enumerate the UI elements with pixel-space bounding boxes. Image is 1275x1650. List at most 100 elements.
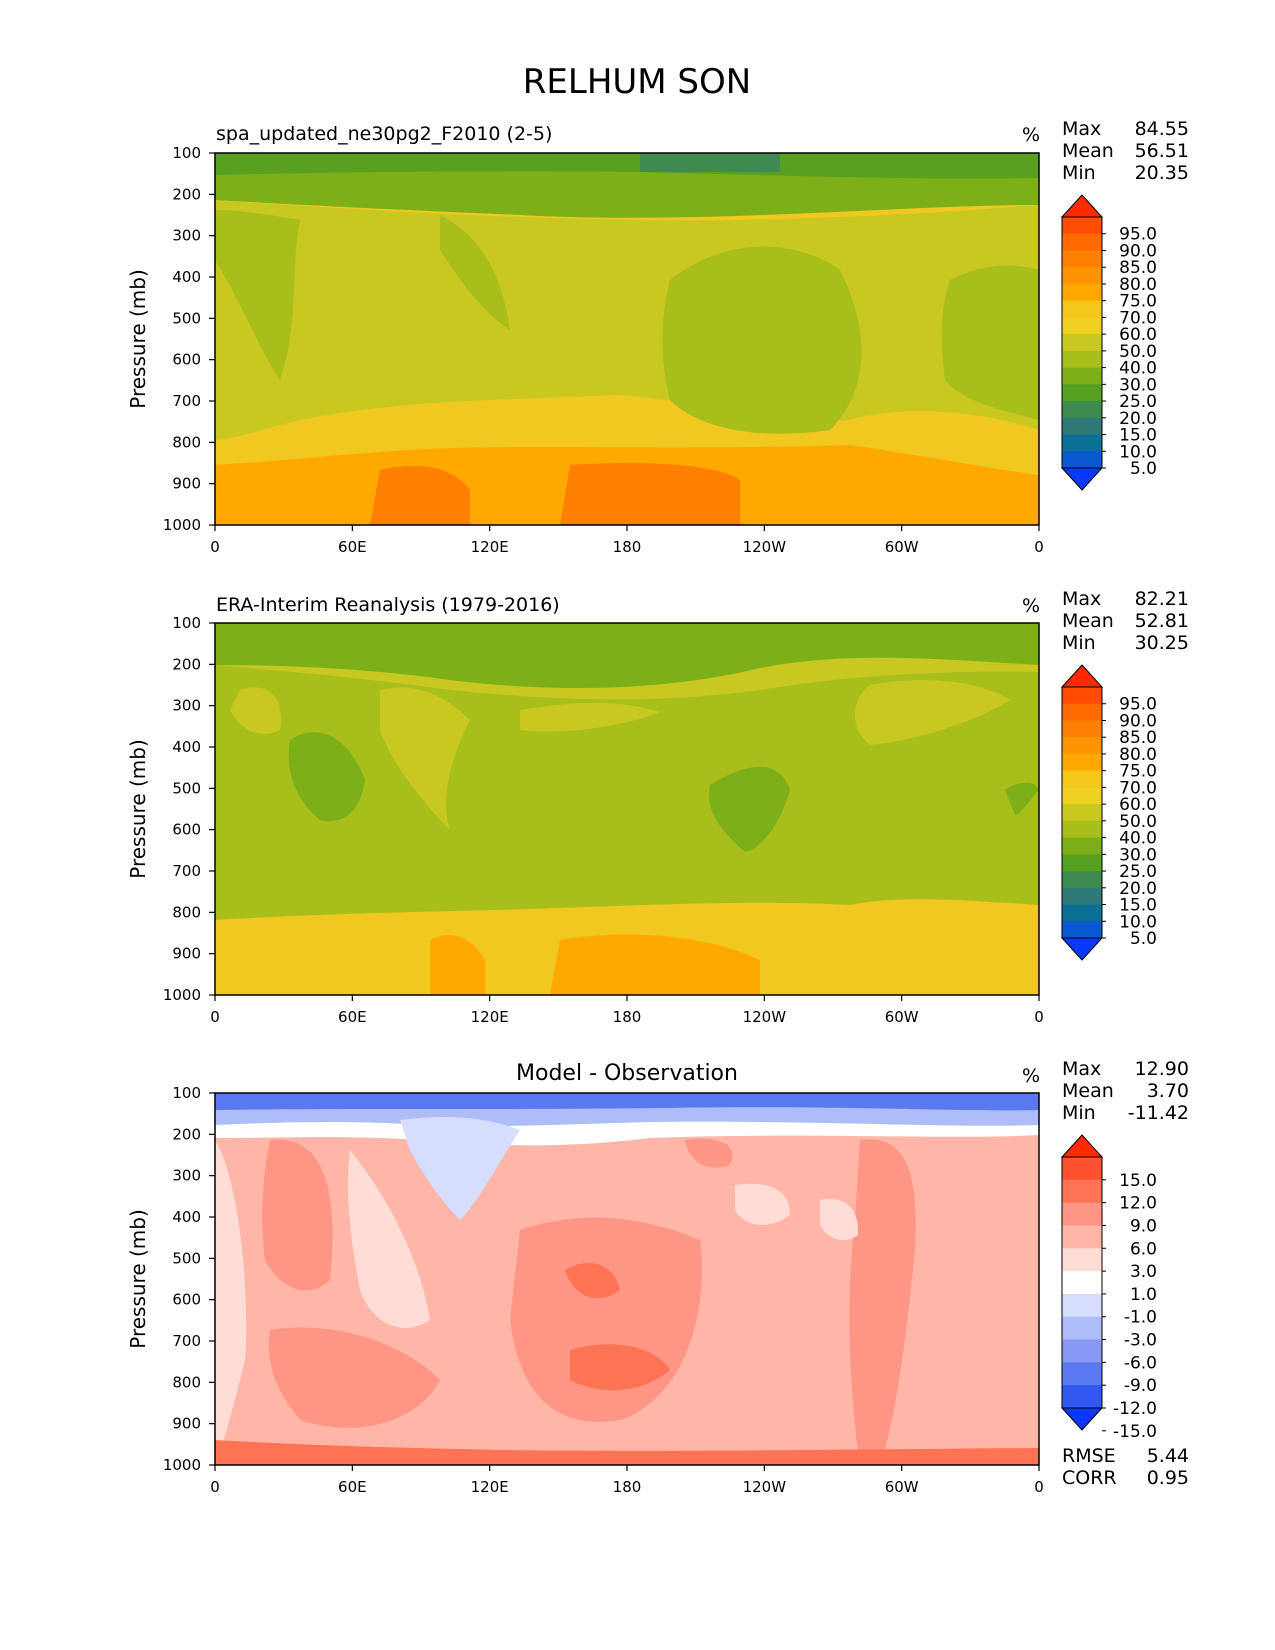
contour-band-midhigh: [230, 687, 281, 734]
colorbar: 15.0 12.09.0 6.0 3.0 1.0 -1.0 -3.0-6.0 -9.0 -12.…: [1060, 1134, 1157, 1442]
colorbar-swatch: [1062, 384, 1102, 402]
y-axis-label: Pressure (mb): [126, 739, 150, 879]
contour-band-pos: [849, 1139, 916, 1465]
colorbar-swatch: [1062, 720, 1102, 738]
colorbar-swatch: [1062, 350, 1102, 369]
y-tick-label: 200: [172, 185, 201, 203]
x-tick-label: 60E: [338, 538, 367, 556]
units-label: %: [1022, 124, 1040, 146]
colorbar-tick-label: 85.0: [1119, 258, 1157, 278]
colorbar-frame: [1061, 1156, 1103, 1409]
y-tick-label: 900: [172, 945, 201, 963]
colorbar-swatch: [1062, 737, 1102, 755]
colorbar-tick-label: 10.0: [1119, 442, 1157, 462]
y-tick-label: 1000: [163, 1456, 201, 1474]
colorbar-tick-label: 20.0: [1119, 879, 1157, 899]
colorbar-swatch: [1062, 300, 1102, 318]
contour-plot: [214, 152, 1040, 526]
colorbar-tick-label: 1.0: [1130, 1285, 1157, 1305]
colorbar-tick-label: 25.0: [1119, 862, 1157, 882]
stat-rmse-value: 5.44: [1147, 1445, 1189, 1467]
colorbar: 95.090.085.080.075.070.060.050.040.030.0…: [1060, 194, 1157, 491]
colorbar-extend-bottom: [1060, 937, 1104, 961]
colorbar-swatch: [1062, 1225, 1102, 1249]
x-tick-label: 120W: [743, 538, 787, 556]
x-tick-label: 60W: [885, 1008, 919, 1026]
stat-mean-value: 3.70: [1147, 1080, 1189, 1102]
contour-band-pos: [268, 1327, 440, 1428]
x-tick-label: 120W: [743, 1478, 787, 1496]
y-tick-label: 200: [172, 1125, 201, 1143]
x-tick-label: 0: [1034, 538, 1044, 556]
figure-title: RELHUM SON: [523, 62, 751, 102]
x-tick-label: 120E: [471, 1008, 509, 1026]
contour-band-midhigh: [520, 702, 660, 732]
y-tick-label: 400: [172, 1208, 201, 1226]
x-tick-label: 60E: [338, 1478, 367, 1496]
y-tick-label: 800: [172, 1373, 201, 1391]
colorbar-swatch: [1062, 703, 1102, 721]
panel-diff: Model - Observation % Max 12.90 Mean 3.7…: [126, 1058, 1189, 1496]
colorbar-tick-label: 80.0: [1119, 275, 1157, 295]
y-tick-label: 600: [172, 351, 201, 369]
colorbar-tick-label: 12.0: [1119, 1194, 1157, 1214]
contour-band-pos: [685, 1138, 733, 1168]
colorbar-swatch: [1062, 334, 1102, 352]
colorbar-tick-label: -3.0: [1124, 1331, 1157, 1351]
stat-min-label: Min: [1062, 632, 1096, 654]
colorbar-swatch: [1062, 267, 1102, 285]
contour-band-pos: [262, 1139, 333, 1291]
colorbar-swatch: [1062, 1339, 1102, 1363]
colorbar-swatch: [1062, 1202, 1102, 1226]
x-tick-label: 60W: [885, 1478, 919, 1496]
contour-band-top: [215, 623, 1039, 689]
x-tick-label: 0: [210, 1008, 220, 1026]
colorbar-tick-label: 95.0: [1119, 225, 1157, 245]
stat-max-value: 12.90: [1135, 1058, 1189, 1080]
colorbar-swatch: [1062, 770, 1102, 788]
contour-band-top-dark: [640, 153, 780, 172]
colorbar-tick-label: 10.0: [1119, 912, 1157, 932]
y-tick-label: 800: [172, 903, 201, 921]
y-tick-label: 500: [172, 1249, 201, 1267]
stat-max-label: Max: [1062, 118, 1101, 140]
stat-max-value: 84.55: [1135, 118, 1189, 140]
stat-corr-label: CORR: [1062, 1467, 1117, 1489]
colorbar-swatch: [1062, 804, 1102, 822]
x-axis: 0 60E 120E 180 120W 60W 0: [210, 525, 1044, 556]
y-tick-label: 700: [172, 392, 201, 410]
colorbar-swatch: [1062, 417, 1102, 436]
contour-band-top: [215, 153, 1039, 179]
y-tick-label: 800: [172, 433, 201, 451]
contour-band-pos-strong: [565, 1262, 620, 1299]
colorbar-tick-label: 75.0: [1119, 762, 1157, 782]
colorbar-tick-label: 15.0: [1119, 896, 1157, 916]
colorbar-swatch: [1062, 687, 1102, 705]
x-tick-label: 0: [210, 538, 220, 556]
colorbar-swatch: [1062, 1362, 1102, 1386]
colorbar-swatch: [1062, 434, 1102, 452]
colorbar-swatch: [1062, 887, 1102, 906]
colorbar-swatch: [1062, 401, 1102, 419]
contour-band-highest: [430, 935, 485, 995]
x-axis: 0 60E 120E 180 120W 60W 0: [210, 1465, 1044, 1496]
contour-band-highest: [560, 463, 740, 525]
colorbar-frame: [1061, 216, 1103, 469]
y-tick-label: 600: [172, 821, 201, 839]
stats-block: Max 12.90 Mean 3.70 Min -11.42 RMSE 5.44…: [1062, 1058, 1189, 1489]
panel-ref: ERA-Interim Reanalysis (1979-2016) % Max…: [126, 588, 1189, 1026]
stat-mean-label: Mean: [1062, 610, 1114, 632]
colorbar-swatch: [1062, 1385, 1102, 1409]
colorbar-swatch: [1062, 904, 1102, 922]
contour-band-midlow: [288, 732, 365, 822]
contour-band-pos-weak: [735, 1183, 790, 1226]
contour-band-highest: [370, 466, 470, 525]
colorbar-tick-label: 20.0: [1119, 409, 1157, 429]
contour-band-pos-weak: [820, 1198, 859, 1241]
stat-mean-label: Mean: [1062, 1080, 1114, 1102]
colorbar-tick-label: 90.0: [1119, 241, 1157, 261]
y-tick-label: 700: [172, 1332, 201, 1350]
stat-mean-label: Mean: [1062, 140, 1114, 162]
colorbar-tick-label: 50.0: [1119, 812, 1157, 832]
x-tick-label: 180: [613, 1008, 642, 1026]
